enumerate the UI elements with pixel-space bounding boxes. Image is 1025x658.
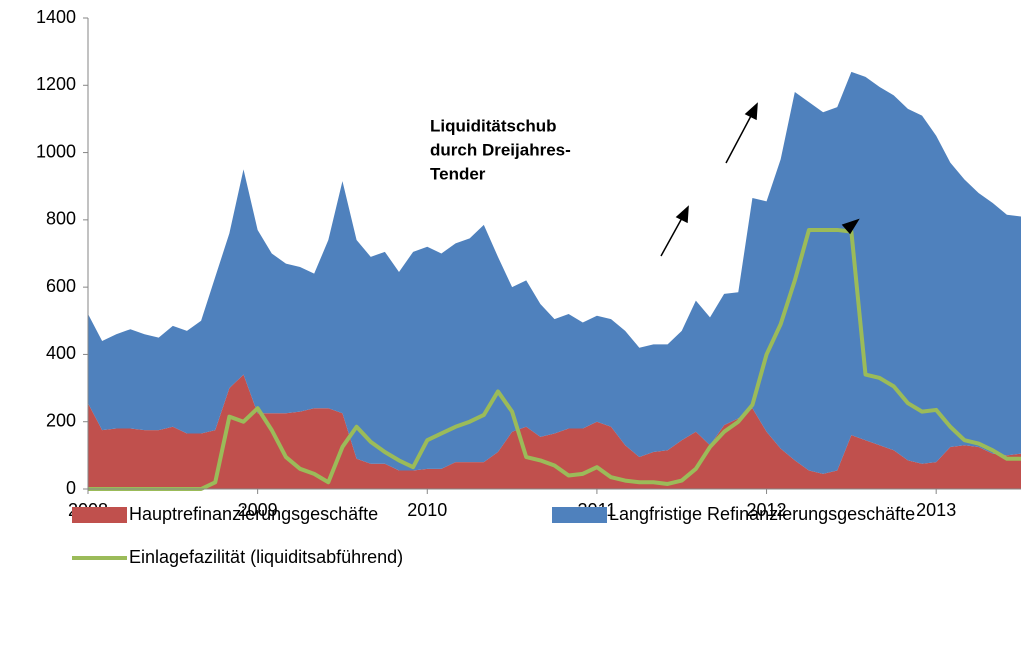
annotation: Tender	[430, 164, 486, 183]
x-tick-label: 2009	[238, 500, 278, 520]
y-tick-label: 0	[66, 478, 76, 498]
y-tick-label: 800	[46, 209, 76, 229]
line	[88, 227, 1021, 491]
legend-swatch	[552, 507, 607, 523]
arrow	[660, 217, 683, 257]
legend-label: Einlagefazilität (liquiditsabführend)	[129, 547, 403, 567]
x-tick-label: 2012	[747, 500, 787, 520]
y-tick-label: 1200	[36, 74, 76, 94]
x-tick-label: 2013	[916, 500, 956, 520]
x-tick-label: 2010	[407, 500, 447, 520]
annotation: durch Dreijahres-	[430, 140, 571, 159]
area	[88, 71, 1021, 474]
y-tick-label: 200	[46, 410, 76, 430]
legend-swatch	[72, 507, 127, 523]
legend-item: Hauptrefinanzierungsgeschäfte	[72, 504, 378, 524]
arrow	[725, 113, 753, 164]
y-tick-label: 1400	[36, 7, 76, 27]
legend-label: Langfristige Refinanzierungsgeschäfte	[609, 504, 915, 524]
arrow-head	[744, 102, 758, 121]
y-tick-label: 600	[46, 276, 76, 296]
area	[88, 374, 1021, 489]
arrow-head	[675, 205, 689, 224]
annotation: Liquiditätschub	[430, 116, 557, 135]
y-tick-label: 1000	[36, 141, 76, 161]
legend-label: Hauptrefinanzierungsgeschäfte	[129, 504, 378, 524]
legend-item: Einlagefazilität (liquiditsabführend)	[72, 547, 403, 567]
arrow-head	[841, 218, 860, 235]
plot-area	[88, 71, 1021, 491]
annotation-arrows	[660, 102, 860, 257]
legend-item: Langfristige Refinanzierungsgeschäfte	[552, 504, 915, 524]
y-tick-label: 400	[46, 343, 76, 363]
